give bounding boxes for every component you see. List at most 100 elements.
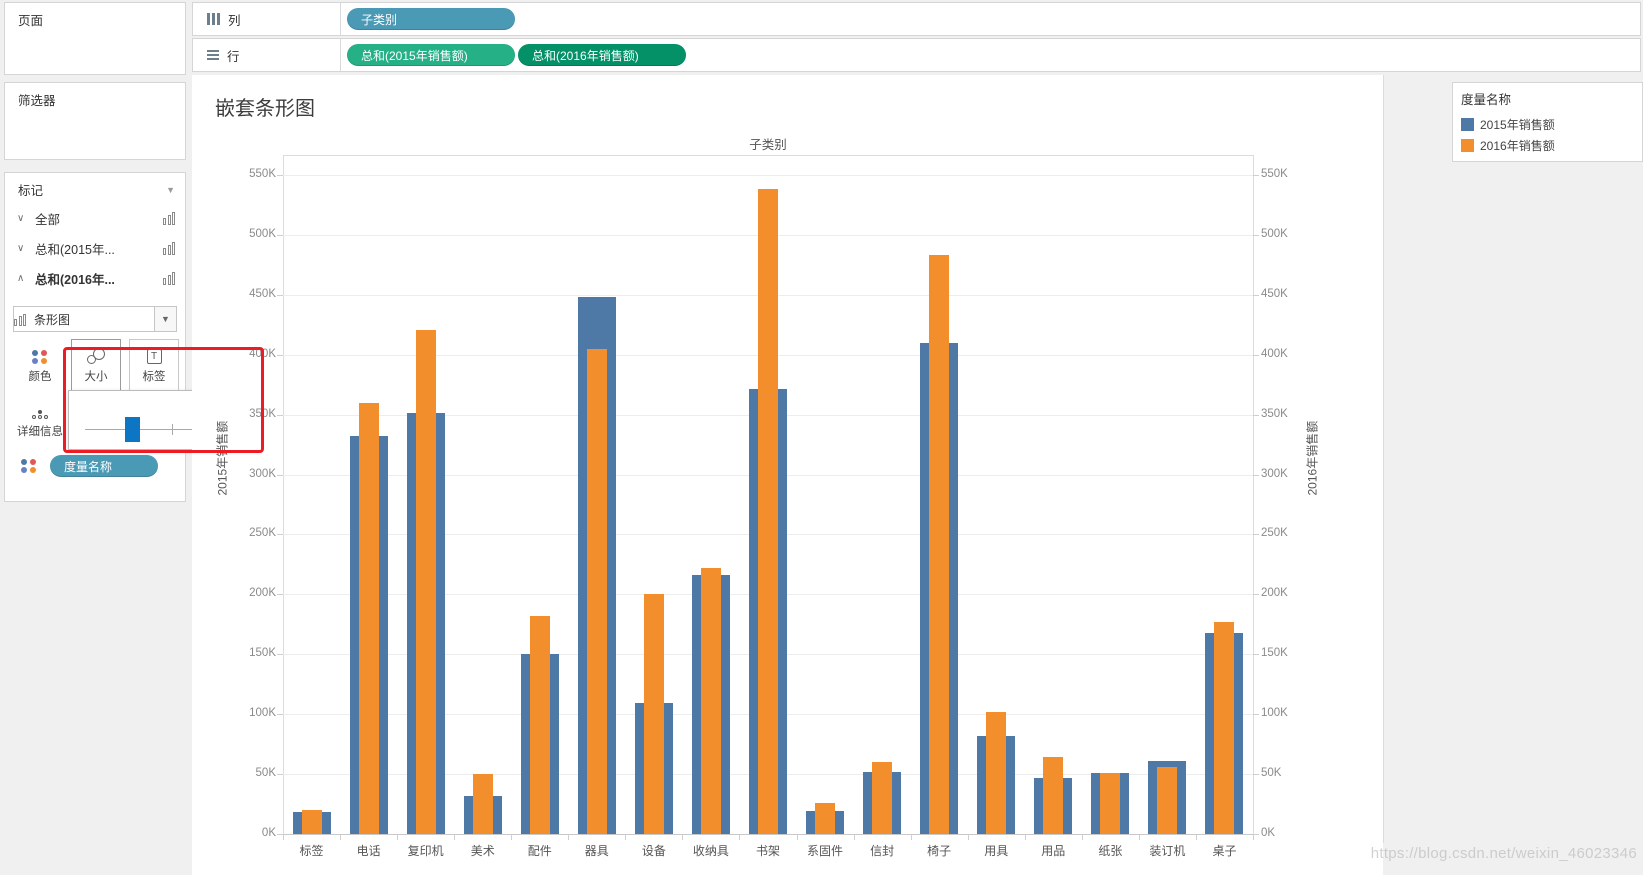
y-tick-mark xyxy=(1253,414,1259,416)
y-tick-label-left: 50K xyxy=(255,767,276,780)
bar-2016[interactable] xyxy=(700,568,721,834)
marks-item-label: 总和(2015年... xyxy=(35,242,115,257)
measure-names-pill[interactable]: 度量名称 xyxy=(50,455,158,477)
y-tick-mark xyxy=(277,834,283,835)
y-tick-mark xyxy=(1253,594,1259,596)
columns-shelf-label: 列 xyxy=(228,13,241,28)
y-tick-label-right: 0K xyxy=(1261,827,1276,839)
color-button[interactable]: 颜色 xyxy=(17,343,63,391)
bar-chart-icon xyxy=(163,211,175,225)
y-tick-label-left: 0K xyxy=(261,827,276,839)
y-tick-mark xyxy=(1253,474,1259,476)
rows-shelf[interactable]: 行 总和(2015年销售额) 总和(2016年销售额) xyxy=(192,38,1641,72)
bar-2016[interactable] xyxy=(1043,757,1064,834)
pages-shelf[interactable]: 页面 xyxy=(4,2,186,75)
marks-collapse-icon[interactable]: ▼ xyxy=(166,184,175,195)
x-category-label: 书架 xyxy=(755,844,780,858)
bar-2016[interactable] xyxy=(643,594,664,834)
bar-2016[interactable] xyxy=(586,348,607,834)
gridline xyxy=(283,175,1253,176)
x-tick-mark xyxy=(1024,834,1026,840)
y-tick-label-right: 150K xyxy=(1261,647,1288,660)
bar-chart-icon xyxy=(14,313,26,326)
y-tick-mark xyxy=(277,294,283,296)
bar-2016[interactable] xyxy=(1157,766,1178,834)
bar-2016[interactable] xyxy=(929,255,950,834)
x-category-label: 系固件 xyxy=(807,844,844,858)
row-pill[interactable]: 总和(2015年销售额) xyxy=(347,44,515,66)
bar-2016[interactable] xyxy=(415,329,436,834)
filters-shelf[interactable]: 筛选器 xyxy=(4,82,186,160)
y-tick-label-left: 300K xyxy=(249,467,276,480)
y-tick-label-left: 500K xyxy=(249,227,276,240)
rows-icon xyxy=(207,48,219,62)
bar-2016[interactable] xyxy=(815,802,836,834)
y-tick-label-left: 200K xyxy=(249,587,276,600)
y-tick-mark xyxy=(1253,175,1259,176)
x-tick-mark xyxy=(739,834,741,840)
legend-entry-label: 2015年销售额 xyxy=(1480,118,1555,132)
y-tick-label-right: 350K xyxy=(1261,407,1288,420)
y-tick-label-right: 550K xyxy=(1261,168,1288,180)
column-field-header: 子类别 xyxy=(749,138,787,152)
size-button-label: 大小 xyxy=(84,371,108,383)
x-category-label: 用品 xyxy=(1041,844,1066,858)
pane-left-border xyxy=(283,155,284,834)
color-icon xyxy=(32,350,48,364)
y-tick-mark xyxy=(277,594,283,596)
marks-item-list: ∨ 全部 ∨ 总和(2015年... ∧ 总和(2016年... xyxy=(5,203,185,293)
chevron-icon[interactable]: ∨ xyxy=(17,242,25,254)
marks-card-item[interactable]: ∨ 全部 xyxy=(5,203,185,233)
x-category-label: 标签 xyxy=(299,844,324,858)
mark-type-select[interactable]: 条形图 ▼ xyxy=(13,306,177,332)
rows-shelf-label: 行 xyxy=(227,49,240,64)
slider-track[interactable] xyxy=(85,429,245,430)
chevron-down-icon[interactable]: ▼ xyxy=(154,307,176,331)
detail-button-label: 详细信息 xyxy=(17,425,63,438)
bar-2016[interactable] xyxy=(1100,772,1121,834)
y-tick-label-left: 450K xyxy=(249,287,276,300)
legend-entry[interactable]: 2015年销售额 xyxy=(1461,116,1642,133)
x-axis-line xyxy=(283,834,1253,835)
y-tick-label-right: 300K xyxy=(1261,467,1288,480)
column-pill[interactable]: 子类别 xyxy=(347,8,515,30)
x-tick-mark xyxy=(283,834,284,840)
x-tick-mark xyxy=(1195,834,1197,840)
x-category-label: 桌子 xyxy=(1212,844,1237,858)
marks-card-item[interactable]: ∧ 总和(2016年... xyxy=(5,263,185,293)
x-tick-mark xyxy=(682,834,684,840)
y-tick-mark xyxy=(277,474,283,476)
bar-2016[interactable] xyxy=(872,762,893,834)
bar-2016[interactable] xyxy=(301,810,322,834)
bar-2016[interactable] xyxy=(529,615,550,834)
x-category-label: 装订机 xyxy=(1149,844,1186,858)
bar-2016[interactable] xyxy=(1214,621,1235,834)
bar-2016[interactable] xyxy=(986,711,1007,834)
annotation-highlight-box xyxy=(63,347,264,453)
y-tick-label-right: 500K xyxy=(1261,227,1288,240)
x-tick-mark xyxy=(1253,834,1254,840)
chevron-icon[interactable]: ∧ xyxy=(17,272,25,284)
color-button-label: 颜色 xyxy=(28,371,52,383)
legend-swatch xyxy=(1461,118,1474,131)
y-tick-mark xyxy=(1253,834,1259,835)
marks-card-item[interactable]: ∨ 总和(2015年... xyxy=(5,233,185,263)
left-axis-title: 2015年销售额 xyxy=(214,421,231,496)
slider-center-tick xyxy=(172,424,173,435)
bar-chart-icon xyxy=(163,271,175,285)
slider-handle[interactable] xyxy=(125,417,140,442)
x-category-label: 器具 xyxy=(584,844,609,858)
y-tick-mark xyxy=(277,534,283,536)
bar-2016[interactable] xyxy=(472,774,493,834)
y-tick-mark xyxy=(277,354,283,356)
bar-2016[interactable] xyxy=(758,189,778,834)
chevron-icon[interactable]: ∨ xyxy=(17,212,25,224)
detail-button[interactable]: 详细信息 xyxy=(11,401,69,447)
row-pill[interactable]: 总和(2016年销售额) xyxy=(518,44,686,66)
x-category-label: 纸张 xyxy=(1098,844,1123,858)
legend-entry[interactable]: 2016年销售额 xyxy=(1461,137,1642,154)
columns-shelf[interactable]: 列 子类别 xyxy=(192,2,1641,36)
y-tick-label-left: 100K xyxy=(249,707,276,720)
bar-2016[interactable] xyxy=(358,402,379,834)
